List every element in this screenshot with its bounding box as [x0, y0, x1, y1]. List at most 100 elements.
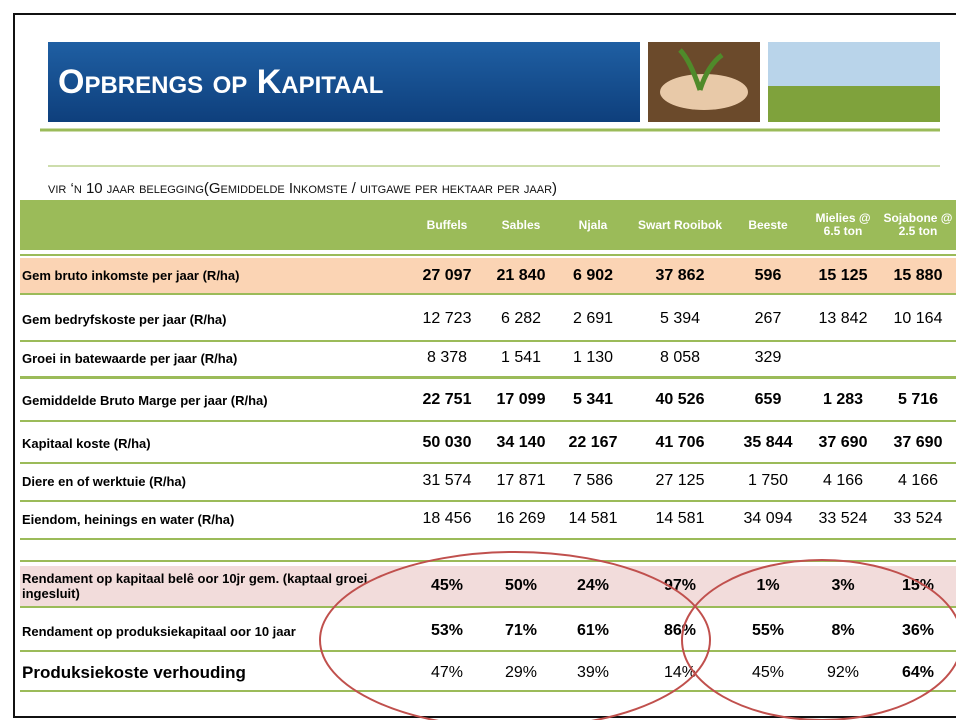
table-cell: 16 269 — [496, 510, 546, 527]
table-cell: 37 690 — [893, 434, 943, 451]
row-label: Gem bruto inkomste per jaar (R/ha) — [22, 268, 240, 283]
table-cell: 1 283 — [822, 391, 864, 408]
table-cell: 2 691 — [572, 310, 614, 327]
row-separator — [20, 538, 956, 540]
table-row: Groei in batewaarde per jaar (R/ha) 8 378… — [20, 340, 956, 376]
column-header: Sables — [501, 217, 541, 232]
table-cell: 45% — [751, 663, 785, 681]
table-cell: 3% — [831, 577, 855, 594]
table-row: Rendament op produksiekapitaal oor 10 ja… — [20, 612, 956, 650]
table-cell: 36% — [901, 622, 935, 639]
table-cell: 5 341 — [572, 391, 614, 408]
column-header: Buffels — [426, 217, 468, 232]
table-cell: 34 094 — [743, 510, 793, 527]
table-row: Eiendom, heinings en water (R/ha) 18 456 1… — [20, 500, 956, 538]
table-cell: 86% — [663, 622, 697, 639]
table-cell: 39% — [576, 663, 610, 681]
subtitle: vir ‘n 10 jaar belegging(Gemiddelde Inko… — [48, 180, 558, 197]
row-label: Produksiekoste verhouding — [22, 663, 246, 682]
table-cell: 40 526 — [655, 391, 705, 408]
row-separator — [20, 254, 956, 256]
row-separator — [20, 606, 956, 608]
column-header: Mielies @ 6.5 ton — [815, 211, 871, 238]
row-label: Gem bedryfskoste per jaar (R/ha) — [22, 311, 227, 327]
table-cell: 17 871 — [496, 472, 546, 489]
table-cell: 22 751 — [422, 391, 472, 408]
row-separator — [20, 377, 956, 379]
table-row: Produksiekoste verhouding 47% 29% 39% 14% 45%… — [20, 655, 956, 690]
table-cell: 45% — [430, 577, 464, 594]
table-cell: 1 541 — [500, 349, 542, 366]
table-cell: 55% — [751, 622, 785, 639]
table-cell: 10 164 — [893, 310, 943, 327]
table-cell: 6 902 — [572, 266, 614, 284]
row-label: Rendament op produksiekapitaal oor 10 ja… — [22, 623, 296, 639]
row-label: Kapitaal koste (R/ha) — [22, 435, 151, 451]
table-row: Gemiddelde Bruto Marge per jaar (R/ha) 22… — [20, 380, 956, 420]
column-header: Sojabone @ 2.5 ton — [883, 211, 953, 238]
table-cell: 18 456 — [422, 510, 472, 527]
row-separator — [20, 462, 956, 464]
table-cell: 8 058 — [659, 349, 701, 366]
table-cell: 4 166 — [822, 472, 864, 489]
table-cell: 7 586 — [572, 472, 614, 489]
table-cell: 71% — [504, 622, 538, 639]
table-row: Gem bedryfskoste per jaar (R/ha) 12 723 6 … — [20, 298, 956, 340]
table-cell: 596 — [754, 266, 782, 284]
row-separator — [20, 650, 956, 652]
table-cell: 14% — [663, 663, 697, 681]
table-cell: 8% — [831, 622, 855, 639]
table-row: Kapitaal koste (R/ha) 50 030 34 140 22 167 4… — [20, 424, 956, 462]
table-cell: 12 723 — [422, 310, 472, 327]
table-cell: 34 140 — [496, 434, 546, 451]
table-cell: 47% — [430, 663, 464, 681]
header-row: Buffels Sables Njala Swart Rooibok Beeste Mie… — [20, 200, 956, 250]
table-cell: 17 099 — [496, 391, 546, 408]
table-cell: 5 716 — [897, 391, 939, 408]
column-header: Beeste — [748, 217, 788, 232]
row-separator — [20, 560, 956, 562]
row-separator — [20, 420, 956, 422]
table-cell: 329 — [754, 349, 782, 366]
table-cell: 35 844 — [743, 434, 793, 451]
table-cell: 92% — [826, 663, 860, 681]
table-cell: 50% — [504, 577, 538, 594]
table-cell: 13 842 — [818, 310, 868, 327]
table-cell: 8 378 — [426, 349, 468, 366]
table-cell: 33 524 — [893, 510, 943, 527]
table-cell: 6 282 — [500, 310, 542, 327]
table-cell: 15 880 — [893, 266, 943, 284]
table-cell: 15 125 — [818, 266, 868, 284]
row-label: Groei in batewaarde per jaar (R/ha) — [22, 350, 238, 366]
row-separator — [20, 293, 956, 295]
row-label: Rendament op kapitaal belê oor 10jr gem.… — [22, 571, 368, 601]
table-cell: 1% — [756, 577, 780, 594]
table-cell: 1 750 — [747, 472, 789, 489]
column-header: Swart Rooibok — [637, 217, 722, 232]
row-label: Eiendom, heinings en water (R/ha) — [22, 511, 235, 527]
table-cell: 27 097 — [422, 266, 472, 284]
title: Opbrengs op Kapitaal — [48, 42, 640, 122]
table-cell: 27 125 — [655, 472, 705, 489]
table-cell: 37 862 — [655, 266, 705, 284]
table-cell: 33 524 — [818, 510, 868, 527]
table-cell: 267 — [754, 310, 782, 327]
table-cell: 22 167 — [568, 434, 618, 451]
column-header: Njala — [578, 217, 608, 232]
table-cell: 53% — [430, 622, 464, 639]
table-cell: 1 130 — [572, 349, 614, 366]
table-cell: 5 394 — [659, 310, 701, 327]
table-cell: 24% — [576, 577, 610, 594]
table-row: Rendament op kapitaal belê oor 10jr gem.… — [20, 566, 956, 606]
table-cell: 15% — [901, 577, 935, 594]
table-cell: 4 166 — [897, 472, 939, 489]
table-cell: 97% — [663, 577, 697, 594]
table-cell: 64% — [901, 663, 935, 681]
row-label: Gemiddelde Bruto Marge per jaar (R/ha) — [22, 392, 268, 408]
table-cell: 31 574 — [422, 472, 472, 489]
table-cell: 37 690 — [818, 434, 868, 451]
table-cell: 41 706 — [655, 434, 705, 451]
row-separator — [20, 690, 956, 692]
